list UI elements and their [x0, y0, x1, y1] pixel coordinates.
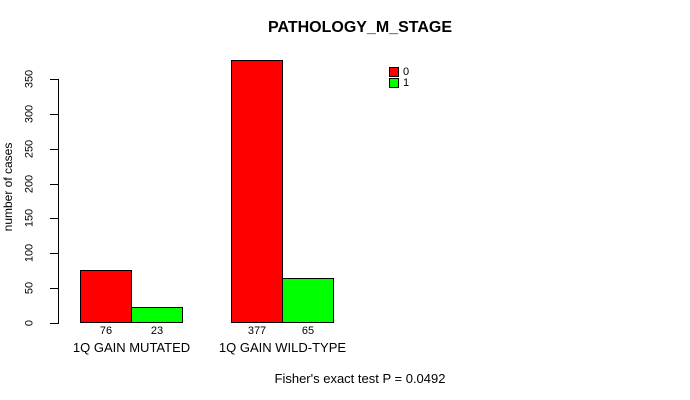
y-axis-tick [50, 323, 58, 324]
y-axis-line [58, 79, 59, 324]
y-axis-tick-label: 250 [23, 139, 36, 158]
y-axis-tick-label: 300 [23, 104, 36, 124]
y-axis-tick-label: 50 [23, 282, 36, 295]
y-axis-tick-label: 200 [23, 174, 36, 193]
bar-value-label: 65 [301, 325, 315, 337]
y-axis-tick-label: 0 [23, 319, 36, 327]
y-axis-tick [50, 183, 58, 185]
y-axis-tick [50, 148, 58, 150]
legend-entry-label: 1 [403, 77, 410, 89]
category-label: 1Q GAIN WILD-TYPE [218, 340, 347, 355]
bar-value-label: 76 [99, 325, 113, 337]
y-axis-tick [50, 218, 58, 220]
y-axis-tick-label: 100 [23, 244, 36, 263]
bar-value-label: 377 [247, 325, 267, 337]
bar-0 [80, 270, 132, 323]
bar-value-label: 23 [150, 325, 164, 337]
y-axis-tick [50, 79, 58, 80]
bar-1 [131, 307, 183, 323]
y-axis-tick [50, 113, 58, 115]
legend-swatch-icon [389, 78, 399, 88]
y-axis-tick [50, 253, 58, 255]
bar-1 [282, 277, 334, 323]
y-axis-tick-label: 150 [23, 209, 36, 228]
legend-swatch-icon [389, 67, 399, 77]
legend-entry-label: 0 [403, 66, 410, 78]
stat-annotation: Fisher's exact test P = 0.0492 [274, 371, 446, 386]
y-axis-label: number of cases [1, 142, 15, 232]
y-axis-tick [50, 288, 58, 290]
legend-entry: 1 [389, 77, 410, 89]
chart-title: PATHOLOGY_M_STAGE [267, 19, 453, 36]
category-label: 1Q GAIN MUTATED [72, 340, 191, 355]
legend-entry: 0 [389, 66, 410, 78]
y-axis-tick-label: 350 [23, 69, 36, 89]
bar-0 [231, 60, 283, 323]
